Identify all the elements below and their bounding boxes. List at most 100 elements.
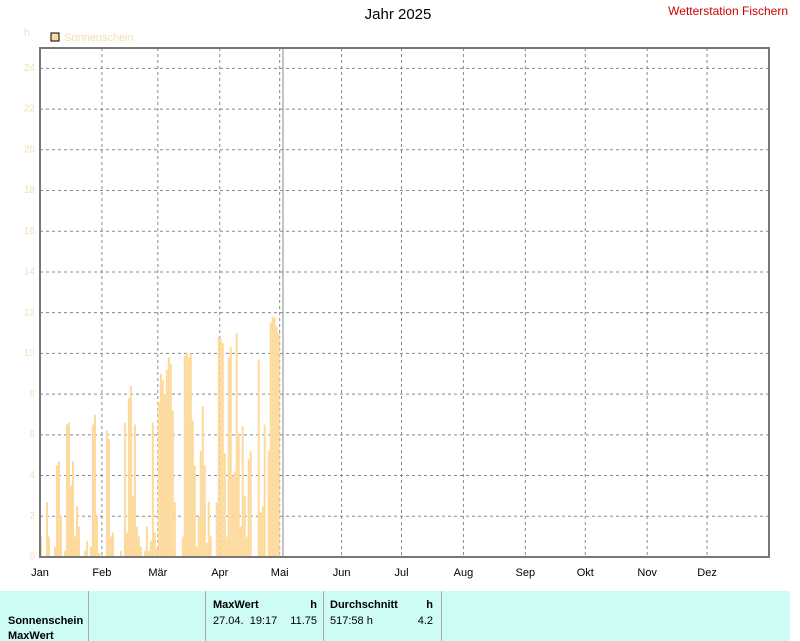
bar xyxy=(165,369,168,557)
bar xyxy=(109,536,112,557)
y-tick-label: 16 xyxy=(24,226,36,237)
bar xyxy=(243,495,246,557)
bar xyxy=(201,406,204,557)
bar xyxy=(231,475,234,557)
bar xyxy=(131,495,134,557)
bar xyxy=(217,337,220,557)
bar xyxy=(143,550,146,557)
y-tick-label: 20 xyxy=(24,144,36,155)
bar xyxy=(107,438,110,557)
bar xyxy=(277,333,280,557)
bar xyxy=(123,422,126,557)
row-label: MaxWert xyxy=(8,630,54,641)
bar xyxy=(149,540,152,557)
summary-table: Sonnenschein MaxWert MaxWert h 27.04. 19… xyxy=(0,591,790,641)
bar xyxy=(65,424,68,557)
bar xyxy=(161,379,164,557)
bar xyxy=(127,398,130,557)
bar xyxy=(207,502,210,557)
bar xyxy=(237,434,240,557)
bar xyxy=(273,317,276,557)
bar xyxy=(219,339,222,557)
station-name: Wetterstation Fischern xyxy=(668,4,788,18)
y-tick-label: 12 xyxy=(24,307,36,318)
bar xyxy=(153,532,156,557)
value: 11.75 xyxy=(290,615,317,627)
bar xyxy=(259,512,262,557)
plot-frame xyxy=(39,47,770,558)
bar xyxy=(235,333,238,557)
header: MaxWert xyxy=(213,599,259,611)
header: Durchschnitt xyxy=(330,599,398,611)
bar xyxy=(147,550,150,557)
bar xyxy=(125,532,128,557)
bar xyxy=(111,532,114,557)
bar xyxy=(173,502,176,557)
bar xyxy=(97,552,100,557)
y-tick-label: 22 xyxy=(24,104,36,115)
bar xyxy=(151,422,154,557)
bar xyxy=(85,540,88,557)
bar xyxy=(261,506,264,557)
y-tick-label: 2 xyxy=(29,511,35,522)
y-tick-label: 4 xyxy=(29,470,35,481)
bar xyxy=(169,363,172,557)
bar xyxy=(205,542,208,557)
bar xyxy=(75,506,78,557)
bar xyxy=(185,353,188,557)
x-tick-label: Feb xyxy=(92,567,111,579)
x-tick-label: Apr xyxy=(211,567,228,579)
bar xyxy=(229,347,232,557)
bar xyxy=(45,502,48,557)
bar xyxy=(181,536,184,557)
bar xyxy=(223,453,226,557)
bar xyxy=(157,402,160,557)
bar xyxy=(171,410,174,557)
y-tick-label: 8 xyxy=(29,389,35,400)
bar xyxy=(203,465,206,557)
total: 517:58 h xyxy=(330,615,373,627)
x-tick-label: Sep xyxy=(516,567,536,579)
bar xyxy=(93,414,96,557)
bar xyxy=(89,546,92,557)
bar xyxy=(247,459,250,557)
bar xyxy=(53,546,56,557)
row-labels: Sonnenschein MaxWert xyxy=(0,591,89,641)
bar xyxy=(155,548,158,557)
bar xyxy=(167,357,170,557)
x-tick-label: Aug xyxy=(454,567,474,579)
bar xyxy=(159,373,162,557)
bar xyxy=(267,451,270,557)
x-tick-label: Nov xyxy=(637,567,657,579)
y-tick-label: 10 xyxy=(24,348,36,359)
bar xyxy=(199,451,202,557)
row-label: Sonnenschein xyxy=(8,615,84,627)
bar xyxy=(221,343,224,557)
bar xyxy=(257,359,260,557)
bar xyxy=(275,326,278,557)
bar xyxy=(233,471,236,557)
bar xyxy=(133,424,136,557)
bar xyxy=(129,385,132,557)
unit: h xyxy=(426,599,433,611)
bar xyxy=(47,536,50,557)
x-tick-label: Jan xyxy=(31,567,49,579)
legend-label: Sonnenschein xyxy=(64,32,134,44)
bar xyxy=(189,353,192,557)
value: 4.2 xyxy=(417,615,433,627)
avg-cell: Durchschnitt h 517:58 h 4.2 xyxy=(324,591,442,641)
bar xyxy=(145,526,148,557)
x-tick-label: Jul xyxy=(394,567,408,579)
bar xyxy=(241,426,244,557)
bar xyxy=(209,536,212,557)
bar xyxy=(193,465,196,557)
y-tick-label: 0 xyxy=(29,552,35,563)
y-axis-label: h xyxy=(24,27,30,39)
bar xyxy=(69,485,72,557)
empty-cell xyxy=(89,591,206,641)
bar xyxy=(119,550,122,557)
bar xyxy=(95,516,98,557)
x-tick-label: Mai xyxy=(271,567,289,579)
bar xyxy=(105,430,108,557)
